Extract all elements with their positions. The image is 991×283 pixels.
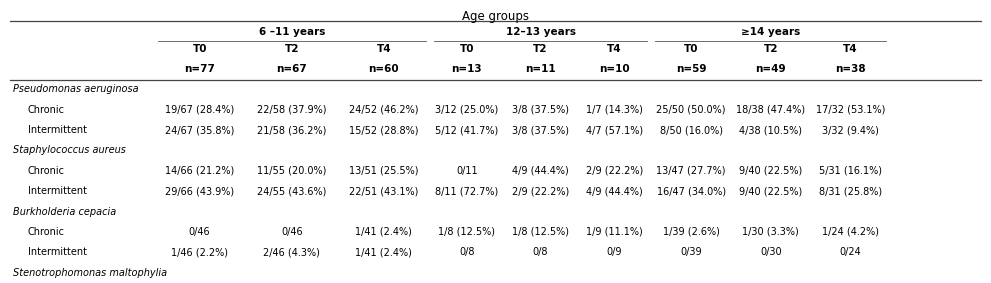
Text: T0: T0 — [684, 44, 699, 54]
Text: 18/38 (47.4%): 18/38 (47.4%) — [736, 105, 806, 115]
Text: 4/7 (57.1%): 4/7 (57.1%) — [586, 125, 643, 135]
Text: 8/31 (25.8%): 8/31 (25.8%) — [819, 186, 882, 196]
Text: 0/24: 0/24 — [839, 247, 861, 257]
Text: T0: T0 — [192, 44, 207, 54]
Text: 4/9 (44.4%): 4/9 (44.4%) — [586, 186, 643, 196]
Text: 4/9 (44.4%): 4/9 (44.4%) — [512, 166, 569, 176]
Text: 1/24 (4.2%): 1/24 (4.2%) — [822, 227, 879, 237]
Text: 21/58 (36.2%): 21/58 (36.2%) — [257, 125, 326, 135]
Text: 8/50 (16.0%): 8/50 (16.0%) — [660, 125, 722, 135]
Text: 2/9 (22.2%): 2/9 (22.2%) — [512, 186, 569, 196]
Text: T2: T2 — [533, 44, 548, 54]
Text: 2/9 (22.2%): 2/9 (22.2%) — [586, 166, 643, 176]
Text: T4: T4 — [607, 44, 621, 54]
Text: Chronic: Chronic — [28, 227, 64, 237]
Text: 3/8 (37.5%): 3/8 (37.5%) — [512, 105, 569, 115]
Text: Intermittent: Intermittent — [28, 247, 87, 257]
Text: 1/30 (3.3%): 1/30 (3.3%) — [742, 227, 799, 237]
Text: 3/32 (9.4%): 3/32 (9.4%) — [822, 125, 879, 135]
Text: 4/38 (10.5%): 4/38 (10.5%) — [739, 125, 803, 135]
Text: 19/67 (28.4%): 19/67 (28.4%) — [165, 105, 234, 115]
Text: 1/41 (2.4%): 1/41 (2.4%) — [356, 247, 412, 257]
Text: 9/40 (22.5%): 9/40 (22.5%) — [739, 166, 803, 176]
Text: 0/30: 0/30 — [760, 247, 782, 257]
Text: T4: T4 — [843, 44, 857, 54]
Text: Intermittent: Intermittent — [28, 125, 87, 135]
Text: 1/46 (2.2%): 1/46 (2.2%) — [171, 247, 228, 257]
Text: 1/9 (11.1%): 1/9 (11.1%) — [586, 227, 643, 237]
Text: Burkholderia cepacia: Burkholderia cepacia — [13, 207, 116, 216]
Text: T0: T0 — [460, 44, 474, 54]
Text: 24/67 (35.8%): 24/67 (35.8%) — [165, 125, 234, 135]
Text: n=38: n=38 — [835, 64, 866, 74]
Text: 0/46: 0/46 — [189, 227, 210, 237]
Text: 5/12 (41.7%): 5/12 (41.7%) — [435, 125, 498, 135]
Text: n=10: n=10 — [600, 64, 629, 74]
Text: 0/11: 0/11 — [456, 166, 478, 176]
Text: 1/8 (12.5%): 1/8 (12.5%) — [512, 227, 569, 237]
Text: 9/40 (22.5%): 9/40 (22.5%) — [739, 186, 803, 196]
Text: Chronic: Chronic — [28, 166, 64, 176]
Text: n=11: n=11 — [525, 64, 556, 74]
Text: 15/52 (28.8%): 15/52 (28.8%) — [349, 125, 418, 135]
Text: Staphylococcus aureus: Staphylococcus aureus — [13, 145, 126, 155]
Text: n=59: n=59 — [676, 64, 707, 74]
Text: 29/66 (43.9%): 29/66 (43.9%) — [165, 186, 234, 196]
Text: n=13: n=13 — [452, 64, 482, 74]
Text: Stenotrophomonas maltophylia: Stenotrophomonas maltophylia — [13, 268, 167, 278]
Text: 1/8 (12.5%): 1/8 (12.5%) — [438, 227, 496, 237]
Text: 16/47 (34.0%): 16/47 (34.0%) — [656, 186, 725, 196]
Text: 11/55 (20.0%): 11/55 (20.0%) — [257, 166, 326, 176]
Text: 3/12 (25.0%): 3/12 (25.0%) — [435, 105, 498, 115]
Text: 13/51 (25.5%): 13/51 (25.5%) — [349, 166, 418, 176]
Text: n=67: n=67 — [276, 64, 307, 74]
Text: 6 –11 years: 6 –11 years — [259, 27, 325, 37]
Text: Intermittent: Intermittent — [28, 186, 87, 196]
Text: 24/55 (43.6%): 24/55 (43.6%) — [257, 186, 326, 196]
Text: Age groups: Age groups — [462, 10, 529, 23]
Text: n=77: n=77 — [184, 64, 215, 74]
Text: n=60: n=60 — [369, 64, 399, 74]
Text: 1/7 (14.3%): 1/7 (14.3%) — [586, 105, 643, 115]
Text: 0/8: 0/8 — [459, 247, 475, 257]
Text: 5/31 (16.1%): 5/31 (16.1%) — [819, 166, 882, 176]
Text: 14/66 (21.2%): 14/66 (21.2%) — [165, 166, 234, 176]
Text: T2: T2 — [284, 44, 299, 54]
Text: n=49: n=49 — [755, 64, 786, 74]
Text: 3/8 (37.5%): 3/8 (37.5%) — [512, 125, 569, 135]
Text: 12–13 years: 12–13 years — [505, 27, 576, 37]
Text: 17/32 (53.1%): 17/32 (53.1%) — [816, 105, 885, 115]
Text: 0/8: 0/8 — [533, 247, 548, 257]
Text: ≥14 years: ≥14 years — [741, 27, 801, 37]
Text: 1/41 (2.4%): 1/41 (2.4%) — [356, 227, 412, 237]
Text: 0/46: 0/46 — [280, 227, 302, 237]
Text: T2: T2 — [763, 44, 778, 54]
Text: 22/58 (37.9%): 22/58 (37.9%) — [257, 105, 326, 115]
Text: 0/9: 0/9 — [606, 247, 622, 257]
Text: Chronic: Chronic — [28, 105, 64, 115]
Text: 25/50 (50.0%): 25/50 (50.0%) — [656, 105, 725, 115]
Text: 24/52 (46.2%): 24/52 (46.2%) — [349, 105, 418, 115]
Text: 13/47 (27.7%): 13/47 (27.7%) — [656, 166, 725, 176]
Text: 0/39: 0/39 — [680, 247, 702, 257]
Text: 22/51 (43.1%): 22/51 (43.1%) — [349, 186, 418, 196]
Text: 2/46 (4.3%): 2/46 (4.3%) — [264, 247, 320, 257]
Text: T4: T4 — [377, 44, 391, 54]
Text: 1/39 (2.6%): 1/39 (2.6%) — [663, 227, 719, 237]
Text: 8/11 (72.7%): 8/11 (72.7%) — [435, 186, 498, 196]
Text: Pseudomonas aeruginosa: Pseudomonas aeruginosa — [13, 84, 139, 94]
